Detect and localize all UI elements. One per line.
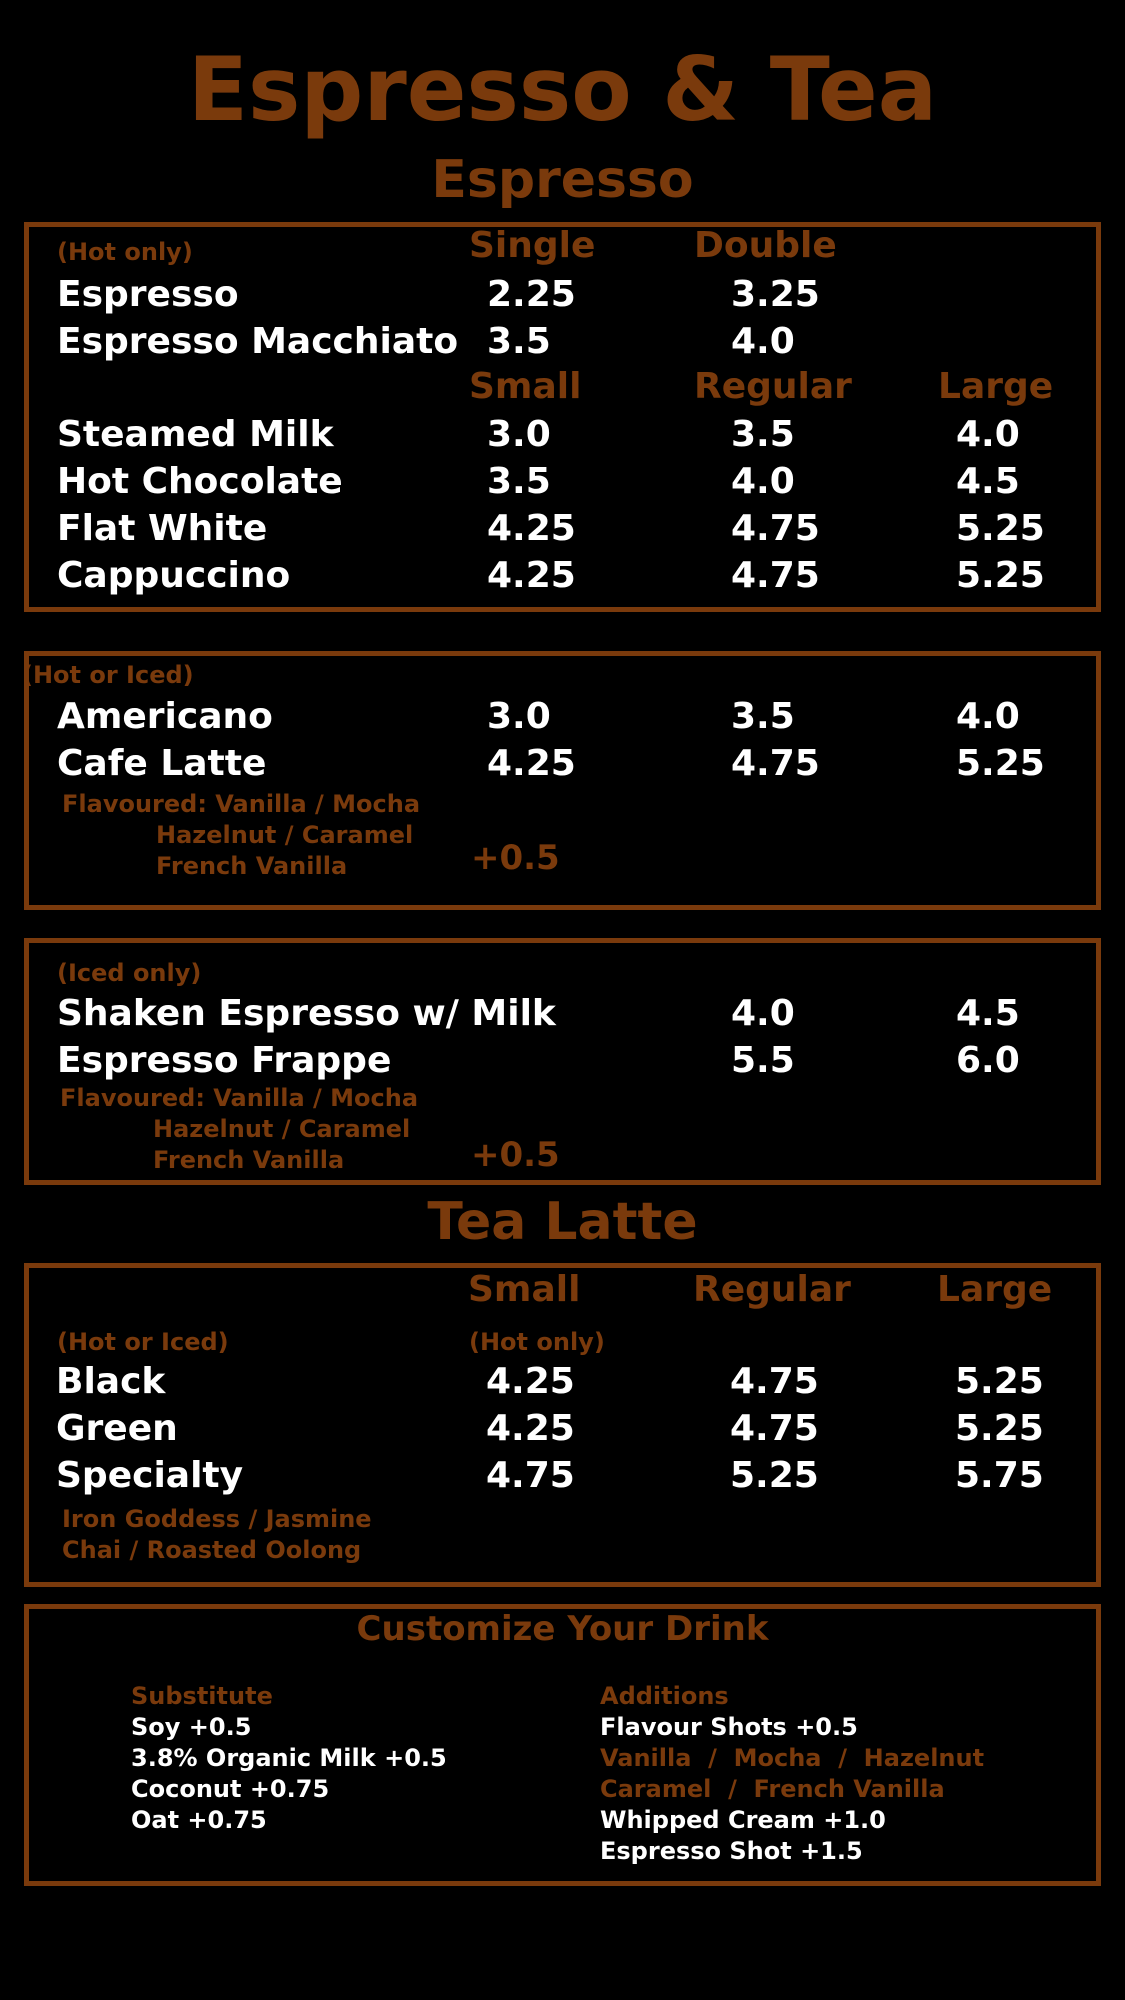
item-price: 3.25 [731, 274, 820, 315]
item-price: 6.0 [956, 1040, 1020, 1081]
espresso-hot-or-iced-box [24, 651, 1101, 910]
item-price: 4.5 [956, 461, 1020, 502]
header-regular: Regular [693, 1269, 851, 1310]
item-name: Black [56, 1361, 166, 1402]
flavour-line: Flavoured: Vanilla / Mocha [62, 790, 421, 818]
item-price: 5.5 [731, 1040, 795, 1081]
item-price: 5.25 [730, 1455, 819, 1496]
item-price: 4.0 [956, 414, 1020, 455]
item-name: Hot Chocolate [57, 461, 343, 502]
item-price: 5.25 [956, 555, 1045, 596]
hot-or-iced-note: (Hot or Iced) [57, 1328, 229, 1356]
flavour-line: French Vanilla [156, 852, 348, 880]
item-price: 4.25 [486, 1361, 575, 1402]
tea-latte-heading: Tea Latte [427, 1192, 698, 1252]
hot-only-note: (Hot only) [469, 1328, 605, 1356]
item-price: 3.5 [731, 414, 795, 455]
header-regular: Regular [694, 366, 852, 407]
header-small: Small [468, 1269, 581, 1310]
item-name: Specialty [56, 1455, 244, 1496]
item-price: 3.5 [487, 461, 551, 502]
flavour-line: French Vanilla [153, 1146, 345, 1174]
item-price: 3.0 [487, 696, 551, 737]
flavour-surcharge: +0.5 [471, 838, 560, 878]
item-price: 4.25 [487, 743, 576, 784]
header-single: Single [469, 225, 596, 266]
item-price: 4.75 [730, 1408, 819, 1449]
item-name: Americano [57, 696, 273, 737]
item-name: Flat White [57, 508, 268, 549]
addition-flavour-options: Vanilla / Mocha / Hazelnut [600, 1744, 985, 1772]
espresso-hot-only-box [24, 222, 1101, 612]
item-price: 4.5 [956, 993, 1020, 1034]
substitute-option: Coconut +0.75 [131, 1775, 330, 1803]
item-price: 5.75 [955, 1455, 1044, 1496]
item-price: 4.25 [487, 555, 576, 596]
header-double: Double [694, 225, 837, 266]
item-name: Cafe Latte [57, 743, 267, 784]
substitute-heading: Substitute [131, 1682, 273, 1710]
addition-flavour-options: Caramel / French Vanilla [600, 1775, 945, 1803]
item-price: 3.5 [487, 321, 551, 362]
header-large: Large [937, 1269, 1053, 1310]
item-price: 4.0 [731, 993, 795, 1034]
item-price: 5.25 [956, 743, 1045, 784]
customize-box [24, 1604, 1101, 1886]
espresso-heading: Espresso [431, 150, 694, 210]
item-name: Espresso Macchiato [57, 321, 459, 362]
item-name: Steamed Milk [57, 414, 334, 455]
menu-title: Espresso & Tea [187, 38, 938, 141]
flavour-line: Flavoured: Vanilla / Mocha [60, 1084, 419, 1112]
item-price: 4.0 [731, 461, 795, 502]
iced-only-note: (Iced only) [57, 959, 202, 987]
item-price: 5.25 [956, 508, 1045, 549]
addition-espresso-shot: Espresso Shot +1.5 [600, 1837, 863, 1865]
hot-only-note: (Hot only) [57, 238, 193, 266]
addition-whipped-cream: Whipped Cream +1.0 [600, 1806, 886, 1834]
item-name: Espresso Frappe [57, 1040, 392, 1081]
substitute-option: Soy +0.5 [131, 1713, 252, 1741]
header-small: Small [469, 366, 582, 407]
additions-heading: Additions [600, 1682, 729, 1710]
item-price: 3.0 [487, 414, 551, 455]
flavour-surcharge: +0.5 [471, 1135, 560, 1175]
header-large: Large [938, 366, 1054, 407]
item-price: 4.75 [731, 508, 820, 549]
item-price: 4.0 [731, 321, 795, 362]
item-price: 4.75 [730, 1361, 819, 1402]
item-name: Shaken Espresso w/ Milk [57, 993, 556, 1034]
addition-flavour-shots: Flavour Shots +0.5 [600, 1713, 858, 1741]
item-price: 4.75 [731, 743, 820, 784]
flavour-line: Hazelnut / Caramel [153, 1115, 411, 1143]
tea-variety-line: Iron Goddess / Jasmine [62, 1505, 372, 1533]
espresso-iced-only-box [24, 938, 1101, 1185]
hot-or-iced-note: (Hot or Iced) [22, 661, 194, 689]
item-price: 4.0 [956, 696, 1020, 737]
item-price: 5.25 [955, 1408, 1044, 1449]
item-price: 4.75 [731, 555, 820, 596]
tea-latte-box [24, 1263, 1101, 1587]
customize-title: Customize Your Drink [356, 1609, 769, 1649]
item-price: 4.25 [487, 508, 576, 549]
tea-variety-line: Chai / Roasted Oolong [62, 1536, 362, 1564]
item-name: Espresso [57, 274, 239, 315]
item-name: Cappuccino [57, 555, 291, 596]
substitute-option: 3.8% Organic Milk +0.5 [131, 1744, 447, 1772]
item-price: 2.25 [487, 274, 576, 315]
substitute-option: Oat +0.75 [131, 1806, 267, 1834]
item-price: 4.25 [486, 1408, 575, 1449]
item-price: 3.5 [731, 696, 795, 737]
flavour-line: Hazelnut / Caramel [156, 821, 414, 849]
item-price: 5.25 [955, 1361, 1044, 1402]
item-name: Green [56, 1408, 178, 1449]
item-price: 4.75 [486, 1455, 575, 1496]
